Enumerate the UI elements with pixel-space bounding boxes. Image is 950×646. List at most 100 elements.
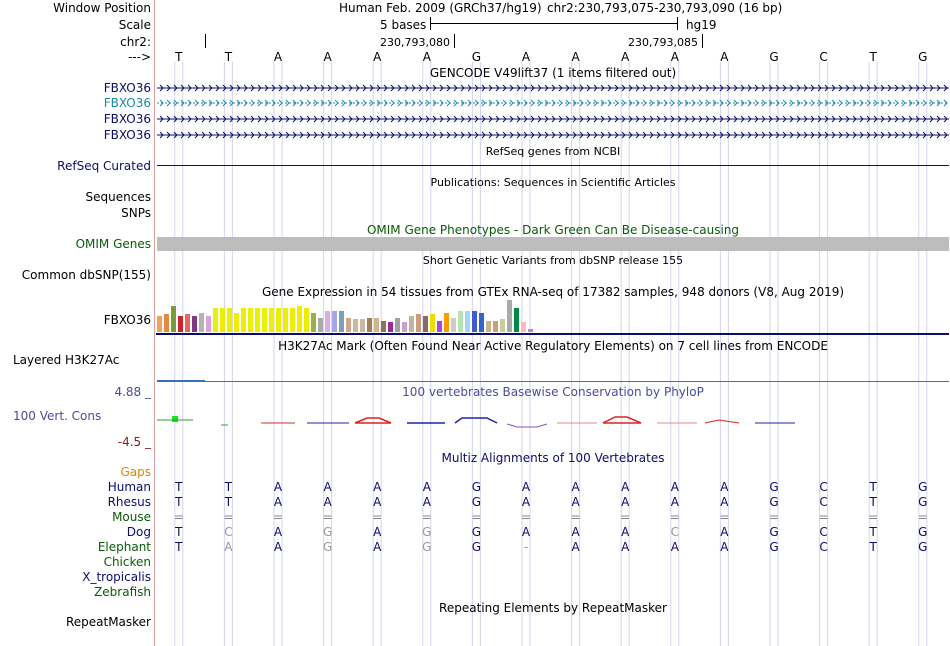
gtex-tissue-bar[interactable]	[346, 317, 351, 332]
gencode-item-1[interactable]: FBXO36	[103, 81, 151, 95]
omim-gene-bar[interactable]	[157, 237, 949, 251]
alignment-base: A	[422, 495, 431, 509]
gtex-tissue-bar[interactable]	[234, 312, 239, 332]
repeatmasker-track-title[interactable]: Repeating Elements by RepeatMasker	[439, 601, 667, 615]
gtex-tissue-bar[interactable]	[423, 316, 428, 332]
gtex-tissue-bar[interactable]	[283, 308, 288, 332]
gtex-tissue-bar[interactable]	[290, 308, 295, 332]
gtex-tissue-bar[interactable]	[304, 308, 309, 332]
gtex-tissue-bar[interactable]	[374, 317, 379, 332]
gtex-tissue-bar[interactable]	[192, 316, 197, 332]
gtex-tissue-bar[interactable]	[388, 322, 393, 332]
publications-track-title[interactable]: Publications: Sequences in Scientific Ar…	[430, 176, 676, 189]
gtex-tissue-bar[interactable]	[255, 308, 260, 332]
strand-chevron	[551, 131, 556, 139]
repeatmasker-track-label[interactable]: RepeatMasker	[65, 615, 151, 629]
gtex-tissue-bar[interactable]	[402, 322, 407, 332]
phylop-peak-4	[704, 419, 740, 424]
gtex-tissue-bar[interactable]	[430, 314, 435, 332]
gencode-track-title[interactable]: GENCODE V49lift37 (1 items filtered out)	[429, 66, 677, 80]
gtex-tissue-bar[interactable]	[269, 308, 274, 332]
gtex-tissue-bar[interactable]	[458, 311, 463, 332]
gtex-tissue-bar[interactable]	[276, 308, 281, 332]
gtex-tissue-bar[interactable]	[332, 311, 337, 332]
species-label-human[interactable]: Human	[107, 480, 151, 494]
gtex-tissue-bar[interactable]	[185, 314, 190, 332]
gtex-tissue-bar[interactable]	[486, 320, 491, 332]
alignment-base: G	[471, 540, 482, 554]
strand-chevron	[418, 131, 423, 139]
species-label-dog[interactable]: Dog	[126, 525, 151, 539]
gtex-tissue-bar[interactable]	[199, 312, 204, 332]
dbsnp-track-label[interactable]: Common dbSNP(155)	[21, 268, 151, 282]
species-label-elephant[interactable]: Elephant	[97, 540, 151, 554]
omim-track-label[interactable]: OMIM Genes	[75, 237, 151, 251]
gtex-tissue-bar[interactable]	[472, 311, 477, 332]
refseq-track-title[interactable]: RefSeq genes from NCBI	[485, 145, 621, 158]
strand-chevron	[264, 84, 269, 92]
gtex-tissue-bar[interactable]	[157, 316, 162, 332]
gtex-tissue-bar[interactable]	[353, 319, 358, 332]
gtex-tissue-bar[interactable]	[339, 311, 344, 332]
h3k27ac-track-label[interactable]: Layered H3K27Ac	[13, 353, 120, 367]
gtex-tissue-bar[interactable]	[507, 300, 512, 332]
gtex-tissue-bar[interactable]	[381, 320, 386, 332]
gtex-tissue-bar[interactable]	[514, 308, 519, 332]
gtex-tissue-bars[interactable]	[157, 300, 557, 332]
h3k27ac-track-title[interactable]: H3K27Ac Mark (Often Found Near Active Re…	[278, 339, 828, 353]
gtex-tissue-bar[interactable]	[325, 311, 330, 332]
snps-track-label[interactable]: SNPs	[121, 206, 151, 220]
omim-track-title[interactable]: OMIM Gene Phenotypes - Dark Green Can Be…	[366, 223, 740, 237]
gtex-tissue-bar[interactable]	[213, 308, 218, 332]
gtex-track-label[interactable]: FBXO36	[103, 313, 151, 327]
gtex-tissue-bar[interactable]	[444, 312, 449, 332]
gtex-tissue-bar[interactable]	[206, 316, 211, 332]
gtex-tissue-bar[interactable]	[395, 317, 400, 332]
gtex-tissue-bar[interactable]	[493, 320, 498, 332]
phylop-plot[interactable]	[157, 398, 949, 443]
species-label-zebrafish[interactable]: Zebrafish	[94, 585, 151, 599]
gtex-tissue-bar[interactable]	[178, 316, 183, 332]
species-label-chicken[interactable]: Chicken	[103, 555, 151, 569]
gtex-tissue-bar[interactable]	[227, 308, 232, 332]
alignment-base: =	[421, 510, 432, 524]
gtex-tissue-bar[interactable]	[297, 306, 302, 332]
gtex-tissue-bar[interactable]	[451, 317, 456, 332]
gtex-track-title[interactable]: Gene Expression in 54 tissues from GTEx …	[261, 285, 845, 299]
species-label-rhesus[interactable]: Rhesus	[107, 495, 151, 509]
refseq-track-label[interactable]: RefSeq Curated	[57, 159, 151, 173]
strand-chevron	[453, 115, 458, 123]
refseq-gene-line[interactable]	[157, 165, 949, 166]
phylop-track-title[interactable]: 100 vertebrates Basewise Conservation by…	[402, 385, 704, 399]
species-label-x_tropicalis[interactable]: X_tropicalis	[82, 570, 151, 584]
gtex-tissue-bar[interactable]	[479, 312, 484, 332]
gtex-tissue-bar[interactable]	[465, 311, 470, 332]
h3k27ac-signal[interactable]	[157, 380, 205, 381]
gtex-tissue-bar[interactable]	[248, 308, 253, 332]
phylop-track-label[interactable]: 100 Vert. Cons	[13, 409, 102, 423]
gtex-tissue-bar[interactable]	[241, 308, 246, 332]
gtex-tissue-bar[interactable]	[409, 316, 414, 332]
gtex-tissue-bar[interactable]	[164, 314, 169, 332]
gtex-tissue-bar[interactable]	[311, 312, 316, 332]
gtex-tissue-bar[interactable]	[528, 328, 533, 332]
gtex-tissue-bar[interactable]	[521, 322, 526, 332]
gencode-item-3[interactable]: FBXO36	[103, 112, 151, 126]
gtex-tissue-bar[interactable]	[367, 317, 372, 332]
gtex-tissue-bar[interactable]	[318, 317, 323, 332]
species-label-mouse[interactable]: Mouse	[112, 510, 151, 524]
dbsnp-track-title[interactable]: Short Genetic Variants from dbSNP releas…	[422, 254, 684, 267]
multiz-track-title[interactable]: Multiz Alignments of 100 Vertebrates	[441, 451, 665, 465]
gtex-tissue-bar[interactable]	[220, 308, 225, 332]
gencode-item-4[interactable]: FBXO36	[103, 128, 151, 142]
gtex-tissue-bar[interactable]	[437, 320, 442, 332]
gtex-tissue-bar[interactable]	[360, 319, 365, 332]
gtex-tissue-bar[interactable]	[500, 319, 505, 332]
gtex-tissue-bar[interactable]	[262, 308, 267, 332]
publications-track-label[interactable]: Sequences	[85, 190, 151, 204]
gtex-tissue-bar[interactable]	[171, 306, 176, 332]
gencode-item-2[interactable]: FBXO36	[103, 96, 151, 110]
gtex-tissue-bar[interactable]	[416, 314, 421, 332]
